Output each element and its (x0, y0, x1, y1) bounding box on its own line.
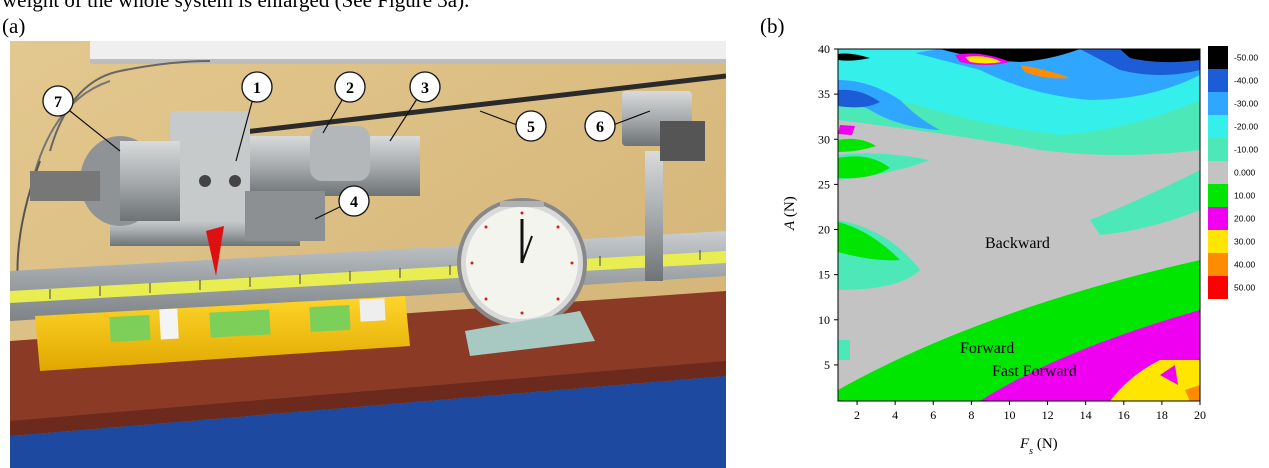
legend-label: 0.000 (1234, 168, 1256, 178)
legend-label: 50.00 (1234, 283, 1256, 293)
legend-label: 10.00 (1234, 191, 1256, 201)
legend-swatch (1208, 138, 1228, 161)
callout-7: 7 (54, 94, 62, 111)
panel-a-label: (a) (2, 14, 26, 38)
callout-1: 1 (253, 80, 261, 97)
region-label-forward: Forward (960, 340, 1014, 357)
legend-label: 40.00 (1234, 260, 1256, 270)
y-ticks: 5 10 15 20 25 30 35 40 (818, 42, 838, 372)
legend-label: -40.00 (1234, 76, 1258, 86)
callout-5: 5 (527, 119, 535, 136)
callout-3: 3 (421, 80, 429, 97)
y-tick-label: 35 (818, 87, 830, 101)
contour-plot: 2 4 6 8 10 12 14 16 18 20 5 10 15 20 25 30 35 40 Backwar… (782, 42, 1258, 457)
legend-label: -30.00 (1234, 99, 1258, 109)
y-tick-label: 15 (818, 268, 830, 282)
x-axis-title: Fs (N) (1019, 436, 1058, 457)
callout-4: 4 (350, 194, 358, 211)
legend-swatch (1208, 276, 1228, 299)
panel-b-label: (b) (760, 14, 785, 38)
callout-6: 6 (596, 119, 604, 136)
x-tick-label: 6 (930, 408, 936, 422)
x-tick-label: 16 (1118, 408, 1130, 422)
legend-label: -20.00 (1234, 122, 1258, 132)
contour-regions (838, 49, 1200, 401)
y-tick-label: 5 (824, 358, 830, 372)
legend-label: -10.00 (1234, 145, 1258, 155)
legend-swatch (1208, 115, 1228, 138)
legend-swatch (1208, 253, 1228, 276)
y-axis-title: A (N) (782, 196, 798, 231)
x-tick-label: 4 (892, 408, 898, 422)
legend-label: 30.00 (1234, 237, 1256, 247)
y-tick-label: 40 (818, 42, 830, 56)
x-ticks: 2 4 6 8 10 12 14 16 18 20 (854, 401, 1206, 422)
legend-swatch (1208, 207, 1228, 230)
x-tick-label: 20 (1194, 408, 1206, 422)
x-tick-label: 2 (854, 408, 860, 422)
legend-swatch (1208, 46, 1228, 69)
legend-label: 20.00 (1234, 214, 1256, 224)
callout-2: 2 (346, 80, 354, 97)
legend-swatch (1208, 92, 1228, 115)
caption-top: weight of the whole system is enlarged (… (2, 0, 470, 12)
x-tick-label: 18 (1156, 408, 1168, 422)
y-tick-label: 20 (818, 223, 830, 237)
legend-swatch (1208, 69, 1228, 92)
legend-swatch (1208, 230, 1228, 253)
legend: -50.00 -40.00 -30.00 -20.00 -10.00 0.000 10.00… (1208, 46, 1258, 299)
legend-swatch (1208, 184, 1228, 207)
y-tick-label: 30 (818, 132, 830, 146)
x-tick-label: 14 (1080, 408, 1092, 422)
y-tick-label: 10 (818, 313, 830, 327)
legend-swatch (1208, 161, 1228, 184)
x-tick-label: 8 (968, 408, 974, 422)
region-label-backward: Backward (985, 235, 1050, 252)
region-label-fast-forward: Fast Forward (992, 363, 1077, 380)
x-tick-label: 10 (1003, 408, 1015, 422)
x-tick-label: 12 (1042, 408, 1054, 422)
callouts: 1 2 3 4 5 6 7 (42, 71, 651, 220)
apparatus-photo: 1 2 3 4 5 6 7 (10, 41, 726, 468)
y-tick-label: 25 (818, 177, 830, 191)
legend-label: -50.00 (1234, 53, 1258, 63)
